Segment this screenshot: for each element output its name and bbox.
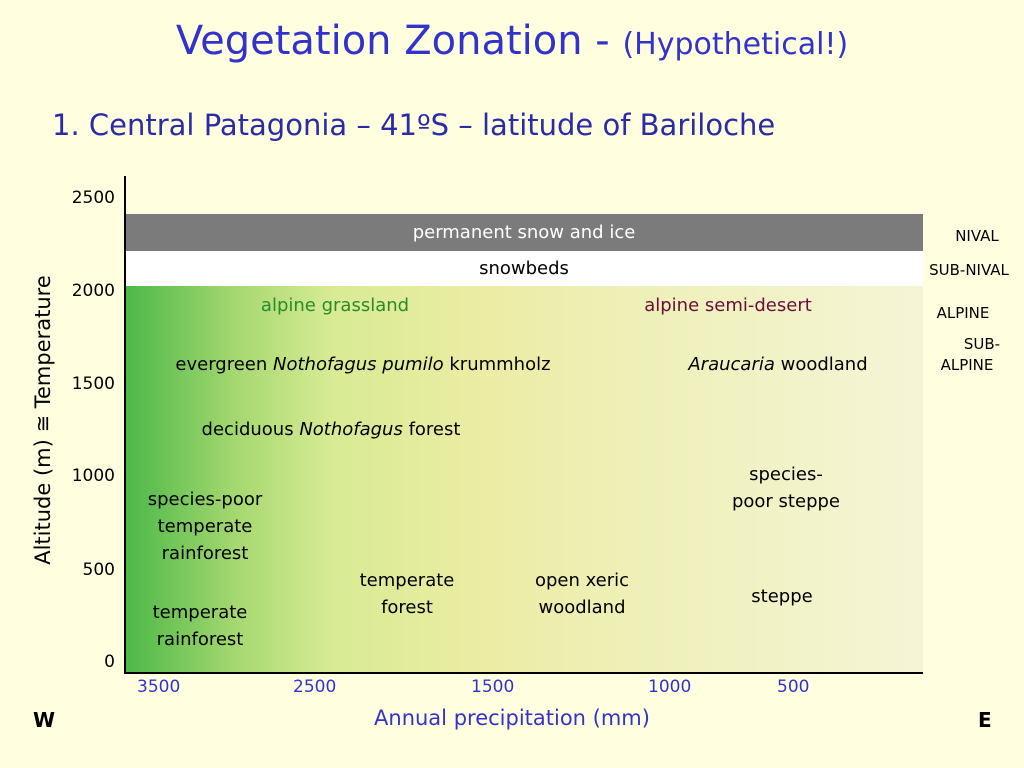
deciduous-pre: deciduous [201, 419, 300, 440]
west-label: W [33, 708, 56, 732]
zone-sub-alpine-line1: SUB- [963, 335, 1001, 353]
temp-forest-line1: temperate [359, 570, 455, 591]
x-axis-line [124, 672, 923, 674]
vegetation-gradient [125, 286, 923, 672]
zone-nival: NIVAL [955, 227, 999, 245]
label-temperate-rainforest: temperate rainforest [130, 599, 270, 653]
temp-rain-line2: rainforest [156, 629, 244, 650]
band-label-snowbeds: snowbeds [479, 258, 569, 279]
zone-sub-alpine-line2: ALPINE [940, 356, 994, 374]
y-axis-label: Altitude (m) ≅ Temperature [31, 275, 55, 565]
y-tick-label: 1500 [71, 374, 115, 394]
label-open-xeric-woodland: open xeric woodland [512, 567, 652, 621]
xeric-line1: open xeric [534, 570, 630, 591]
x-axis-label: Annual precipitation (mm) [374, 706, 650, 730]
band-label-snow-ice: permanent snow and ice [412, 222, 636, 243]
y-tick-label: 2500 [71, 188, 115, 208]
x-tick-label: 1500 [471, 677, 515, 697]
deciduous-genus: Nothofagus [299, 419, 403, 440]
sp-steppe-line2: poor steppe [731, 491, 840, 512]
y-tick-label: 500 [82, 560, 115, 580]
zone-sub-nival: SUB-NIVAL [929, 261, 1009, 279]
y-tick-label: 1000 [71, 466, 115, 486]
sp-steppe-line1: species- [749, 464, 823, 485]
label-temperate-forest: temperate forest [337, 567, 477, 621]
deciduous-post: forest [402, 419, 461, 440]
band-permanent-snow [125, 214, 923, 251]
east-label: E [978, 708, 992, 732]
band-snowbeds [125, 251, 923, 286]
label-deciduous-forest: deciduous Nothofagus forest [170, 416, 492, 443]
krummholz-post: krummholz [443, 354, 551, 375]
x-tick-label: 2500 [293, 677, 337, 697]
krummholz-species: Nothofagus pumilo [273, 354, 444, 375]
title-sub: (Hypothetical!) [622, 27, 849, 62]
label-alpine-grassland: alpine grassland [260, 295, 410, 316]
temp-rain-line1: temperate [152, 602, 248, 623]
krummholz-pre: evergreen [175, 354, 274, 375]
zone-sub-alpine: SUB- ALPINE [930, 334, 1010, 376]
araucaria-post: woodland [774, 354, 868, 375]
sp-rain-line2: temperate [157, 516, 253, 537]
xeric-line2: woodland [538, 597, 626, 618]
label-alpine-semi-desert: alpine semi-desert [644, 295, 812, 316]
slide-title: Vegetation Zonation - (Hypothetical!) [0, 18, 1024, 64]
label-species-poor-rainforest: species-poor temperate rainforest [125, 486, 285, 567]
title-main: Vegetation Zonation - [175, 18, 623, 64]
temp-forest-line2: forest [381, 597, 433, 618]
x-tick-label: 1000 [648, 677, 692, 697]
sp-rain-line1: species-poor [147, 489, 263, 510]
label-species-poor-steppe: species- poor steppe [706, 461, 866, 515]
y-tick-label: 2000 [71, 281, 115, 301]
zone-alpine: ALPINE [936, 304, 990, 322]
label-krummholz: evergreen Nothofagus pumilo krummholz [140, 351, 586, 378]
sp-rain-line3: rainforest [161, 543, 249, 564]
y-tick-label: 0 [104, 652, 115, 672]
araucaria-genus: Araucaria [688, 354, 775, 375]
slide-subtitle: 1. Central Patagonia – 41ºS – latitude o… [52, 108, 776, 142]
y-axis-line [124, 176, 126, 674]
label-steppe: steppe [751, 586, 813, 607]
label-araucaria-woodland: Araucaria woodland [662, 351, 894, 378]
x-tick-label: 3500 [137, 677, 181, 697]
x-tick-label: 500 [777, 677, 810, 697]
